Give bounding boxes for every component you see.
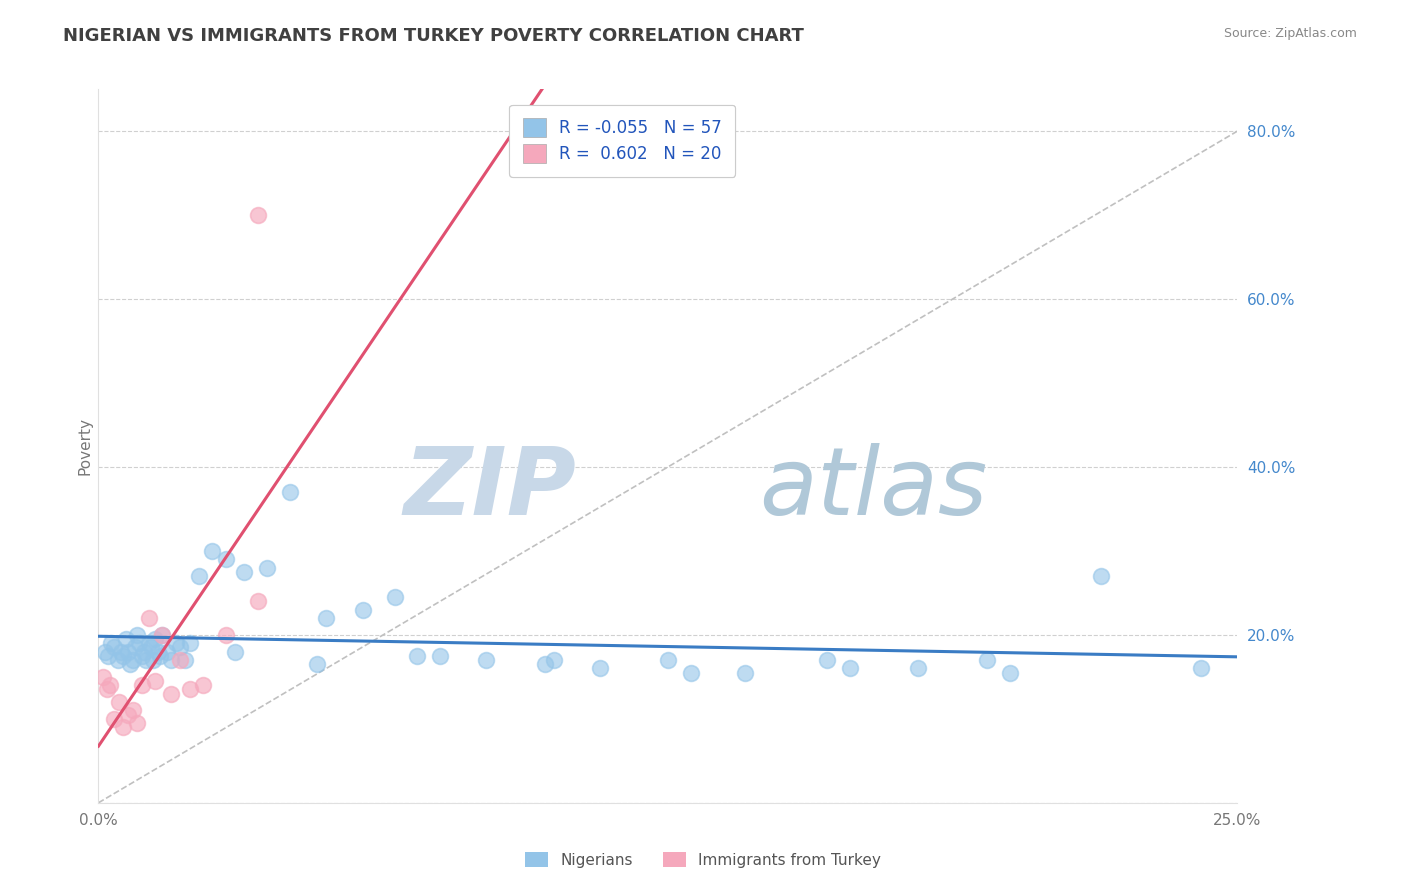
Point (150, 628, 173, 642)
Point (165, 636, 187, 650)
Point (127, 716, 149, 731)
Point (187, 569, 209, 583)
Point (1189, 661, 1212, 675)
Point (112, 720, 135, 734)
Point (1090, 569, 1112, 583)
Text: NIGERIAN VS IMMIGRANTS FROM TURKEY POVERTY CORRELATION CHART: NIGERIAN VS IMMIGRANTS FROM TURKEY POVER… (63, 27, 804, 45)
Point (474, 653, 496, 667)
Y-axis label: Poverty: Poverty (77, 417, 93, 475)
Point (315, 611, 337, 625)
Point (121, 653, 143, 667)
Point (107, 653, 129, 667)
Point (815, 653, 838, 667)
Point (352, 603, 374, 617)
Point (384, 590, 406, 604)
Point (160, 687, 183, 701)
Point (138, 611, 160, 625)
Point (256, 560, 278, 574)
Point (117, 645, 139, 659)
Point (839, 661, 862, 675)
Point (278, 485, 301, 500)
Point (169, 640, 191, 655)
Point (215, 552, 238, 566)
Point (224, 645, 246, 659)
Point (156, 645, 179, 659)
Point (149, 648, 172, 663)
Point (145, 674, 167, 689)
Point (307, 657, 329, 672)
Point (142, 653, 165, 667)
Point (193, 678, 215, 692)
Point (138, 636, 160, 650)
Point (174, 653, 197, 667)
Point (534, 657, 557, 672)
Point (114, 632, 136, 646)
Point (179, 682, 201, 697)
Point (132, 645, 155, 659)
Point (976, 653, 998, 667)
Point (120, 657, 142, 672)
Point (998, 665, 1021, 680)
Point (91, 670, 114, 684)
Point (127, 628, 149, 642)
Point (117, 707, 139, 722)
Point (108, 695, 131, 709)
Point (201, 544, 224, 558)
Point (131, 678, 153, 692)
Point (169, 653, 191, 667)
Point (160, 653, 183, 667)
Point (103, 640, 125, 655)
Point (131, 648, 153, 663)
Point (124, 640, 146, 655)
Point (110, 645, 132, 659)
Point (121, 703, 143, 717)
Point (98, 678, 121, 692)
Point (246, 594, 269, 608)
Point (146, 645, 169, 659)
Point (657, 653, 679, 667)
Point (233, 565, 256, 579)
Legend: Nigerians, Immigrants from Turkey: Nigerians, Immigrants from Turkey (517, 844, 889, 875)
Point (97, 648, 120, 663)
Point (679, 665, 702, 680)
Point (112, 648, 135, 663)
Point (543, 653, 565, 667)
Point (145, 632, 167, 646)
Text: Source: ZipAtlas.com: Source: ZipAtlas.com (1223, 27, 1357, 40)
Point (734, 665, 756, 680)
Point (406, 648, 429, 663)
Point (103, 712, 125, 726)
Point (96, 682, 118, 697)
Point (246, 208, 269, 222)
Point (128, 636, 150, 650)
Text: atlas: atlas (759, 443, 987, 534)
Point (139, 640, 162, 655)
Point (179, 636, 201, 650)
Point (135, 653, 157, 667)
Point (429, 648, 451, 663)
Point (94, 645, 117, 659)
Point (907, 661, 929, 675)
Text: ZIP: ZIP (404, 442, 576, 535)
Point (100, 636, 122, 650)
Point (150, 628, 173, 642)
Point (588, 661, 610, 675)
Legend: R = -0.055   N = 57, R =  0.602   N = 20: R = -0.055 N = 57, R = 0.602 N = 20 (509, 104, 735, 177)
Point (215, 628, 238, 642)
